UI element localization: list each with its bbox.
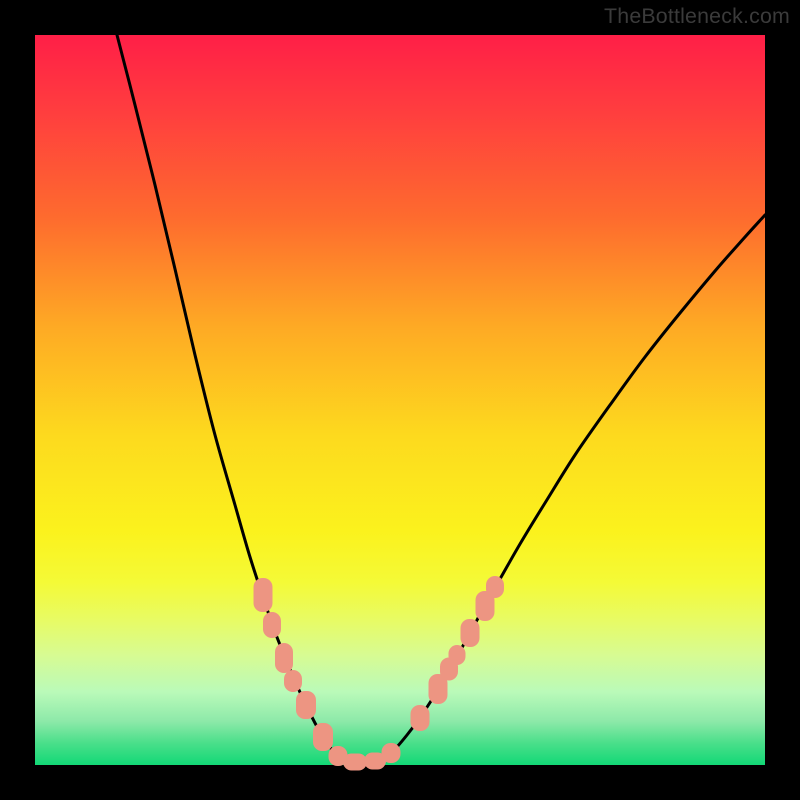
data-bead	[296, 691, 316, 719]
data-bead	[254, 578, 273, 612]
data-bead	[461, 619, 480, 647]
data-bead	[449, 645, 466, 665]
data-bead	[263, 612, 281, 638]
data-bead	[486, 576, 504, 598]
chart-stage: TheBottleneck.com	[0, 0, 800, 800]
bottleneck-curve	[117, 35, 765, 764]
plot-area	[35, 35, 765, 765]
curve-layer	[35, 35, 765, 765]
data-bead	[313, 723, 333, 751]
data-bead	[284, 670, 302, 692]
watermark-text: TheBottleneck.com	[604, 4, 790, 29]
data-bead	[275, 643, 293, 673]
data-bead	[382, 743, 401, 763]
data-bead	[411, 705, 430, 731]
